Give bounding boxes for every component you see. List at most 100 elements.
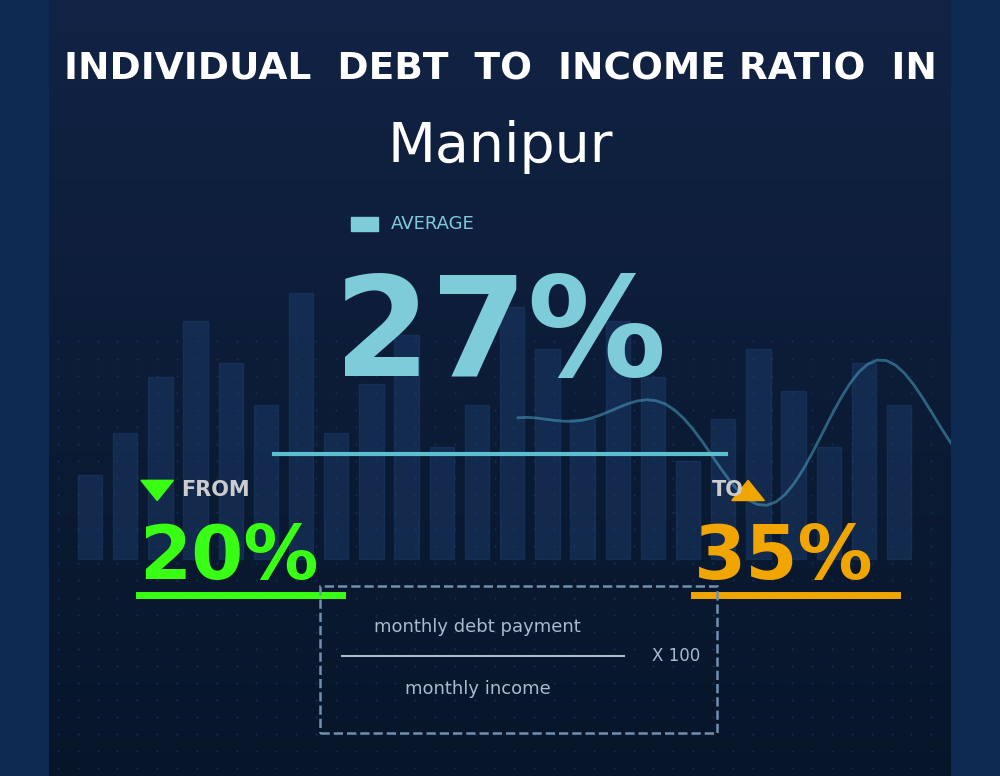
Bar xyxy=(49,246,951,258)
Bar xyxy=(49,181,951,194)
Bar xyxy=(49,737,951,750)
Bar xyxy=(676,461,700,559)
Bar xyxy=(535,349,560,559)
Bar xyxy=(183,321,208,559)
Bar xyxy=(49,168,951,181)
Bar xyxy=(49,504,951,518)
Bar xyxy=(817,447,841,559)
Bar xyxy=(49,750,951,763)
Bar xyxy=(254,405,278,559)
Bar xyxy=(570,419,595,559)
Bar xyxy=(148,377,173,559)
Bar xyxy=(49,491,951,504)
Bar xyxy=(49,0,951,13)
Bar xyxy=(49,466,951,479)
Bar xyxy=(49,64,951,78)
Bar xyxy=(49,103,951,116)
Bar xyxy=(49,556,951,569)
Bar xyxy=(49,142,951,155)
Bar xyxy=(49,233,951,246)
Text: AVERAGE: AVERAGE xyxy=(391,215,475,234)
Bar xyxy=(49,646,951,660)
Text: INDIVIDUAL  DEBT  TO  INCOME RATIO  IN: INDIVIDUAL DEBT TO INCOME RATIO IN xyxy=(64,52,936,88)
Bar xyxy=(887,405,911,559)
Text: 35%: 35% xyxy=(694,522,874,595)
Bar xyxy=(49,207,951,220)
Bar xyxy=(49,582,951,595)
Bar xyxy=(351,224,378,231)
Bar xyxy=(746,349,771,559)
Bar xyxy=(49,452,951,466)
Bar xyxy=(49,39,951,52)
Bar xyxy=(49,52,951,64)
Bar xyxy=(359,384,384,559)
Bar xyxy=(49,401,951,414)
Bar xyxy=(49,634,951,646)
Bar xyxy=(49,569,951,582)
Bar xyxy=(49,698,951,712)
Bar xyxy=(49,608,951,621)
Bar xyxy=(49,194,951,207)
Bar xyxy=(49,621,951,634)
Bar xyxy=(219,363,243,559)
Bar xyxy=(606,321,630,559)
Bar xyxy=(351,217,378,224)
Bar xyxy=(49,375,951,388)
Bar xyxy=(49,349,951,362)
Bar xyxy=(49,26,951,39)
Bar xyxy=(49,660,951,673)
Bar xyxy=(711,419,735,559)
Bar xyxy=(49,324,951,336)
Bar xyxy=(49,763,951,776)
Bar xyxy=(113,433,137,559)
Polygon shape xyxy=(732,480,764,501)
Text: 27%: 27% xyxy=(334,270,666,405)
Bar xyxy=(641,377,665,559)
Bar xyxy=(49,220,951,233)
Bar xyxy=(430,447,454,559)
Bar xyxy=(49,258,951,272)
Text: FROM: FROM xyxy=(181,480,249,501)
Bar xyxy=(852,363,876,559)
Bar xyxy=(465,405,489,559)
Bar xyxy=(394,335,419,559)
Bar xyxy=(49,297,951,310)
Bar xyxy=(49,712,951,724)
Bar xyxy=(320,586,717,733)
Bar xyxy=(49,285,951,297)
Bar xyxy=(49,78,951,91)
Bar xyxy=(49,673,951,685)
Bar xyxy=(49,479,951,491)
Bar xyxy=(49,427,951,440)
Polygon shape xyxy=(141,480,173,501)
Bar xyxy=(49,685,951,698)
Text: monthly income: monthly income xyxy=(405,680,550,698)
Text: monthly debt payment: monthly debt payment xyxy=(374,618,581,636)
Bar xyxy=(49,518,951,530)
Bar xyxy=(500,307,524,559)
Bar xyxy=(49,388,951,401)
Bar xyxy=(49,13,951,26)
Bar xyxy=(49,595,951,608)
Bar xyxy=(49,155,951,168)
Bar xyxy=(49,543,951,556)
Bar xyxy=(289,293,313,559)
Text: 20%: 20% xyxy=(139,522,319,595)
Bar xyxy=(49,530,951,543)
Bar xyxy=(49,724,951,737)
Bar xyxy=(49,336,951,349)
Text: TO: TO xyxy=(712,480,744,501)
Bar xyxy=(781,391,806,559)
Bar xyxy=(49,310,951,324)
Bar xyxy=(49,130,951,142)
Text: Manipur: Manipur xyxy=(387,120,613,175)
Bar xyxy=(49,362,951,375)
Bar xyxy=(49,414,951,427)
Text: X 100: X 100 xyxy=(652,646,700,665)
Bar xyxy=(49,440,951,452)
Bar xyxy=(49,91,951,103)
Bar xyxy=(49,272,951,285)
Bar xyxy=(49,116,951,130)
Bar xyxy=(78,475,102,559)
Bar xyxy=(324,433,348,559)
